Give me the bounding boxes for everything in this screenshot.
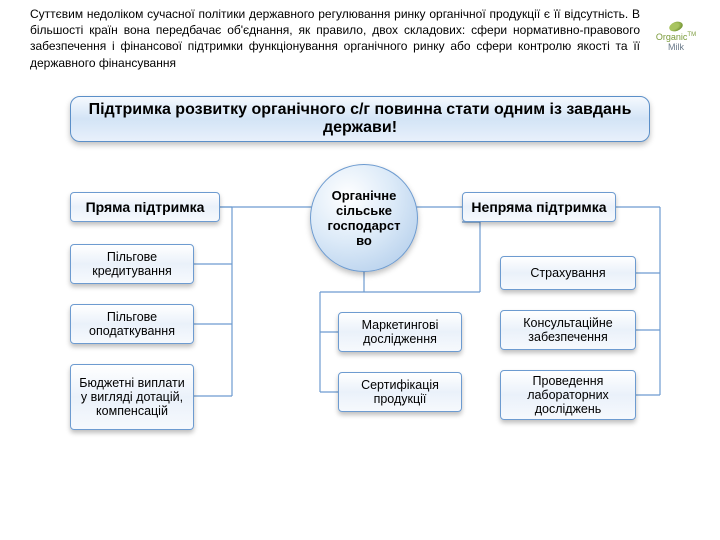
- logo-line1: Organic: [656, 32, 688, 42]
- organic-milk-logo: OrganicTM Milk: [648, 22, 704, 52]
- right-item-0: Страхування: [500, 256, 636, 290]
- left-item-1: Пільгове оподаткування: [70, 304, 194, 344]
- right-item-2: Проведення лабораторних досліджень: [500, 370, 636, 420]
- mid-item-1: Сертифікація продукції: [338, 372, 462, 412]
- right-item-1: Консультаційне забезпечення: [500, 310, 636, 350]
- center-node: Органічне сільське господарст во: [310, 164, 418, 272]
- logo-tm: TM: [687, 32, 696, 38]
- left-item-0: Пільгове кредитування: [70, 244, 194, 284]
- intro-paragraph: Суттєвим недоліком сучасної політики дер…: [30, 6, 640, 71]
- left-head-box: Пряма підтримка: [70, 192, 220, 222]
- logo-line2: Milk: [668, 42, 684, 52]
- banner-title: Підтримка розвитку органічного с/г повин…: [70, 96, 650, 142]
- left-item-2: Бюджетні виплати у вигляді дотацій, комп…: [70, 364, 194, 430]
- right-head-box: Непряма підтримка: [462, 192, 616, 222]
- mid-item-0: Маркетингові дослідження: [338, 312, 462, 352]
